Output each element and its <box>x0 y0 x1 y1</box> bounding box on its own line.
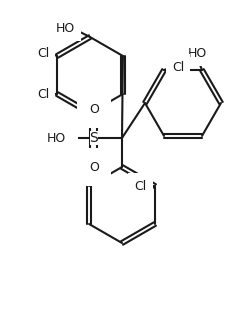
Text: HO: HO <box>56 22 75 34</box>
Text: O: O <box>89 161 99 173</box>
Text: HO: HO <box>46 131 66 145</box>
Text: Cl: Cl <box>134 179 146 192</box>
Text: Cl: Cl <box>171 61 183 74</box>
Text: O: O <box>89 102 99 115</box>
Text: HO: HO <box>187 47 206 60</box>
Text: Cl: Cl <box>37 88 49 100</box>
Text: S: S <box>89 131 98 145</box>
Text: Cl: Cl <box>37 47 49 59</box>
